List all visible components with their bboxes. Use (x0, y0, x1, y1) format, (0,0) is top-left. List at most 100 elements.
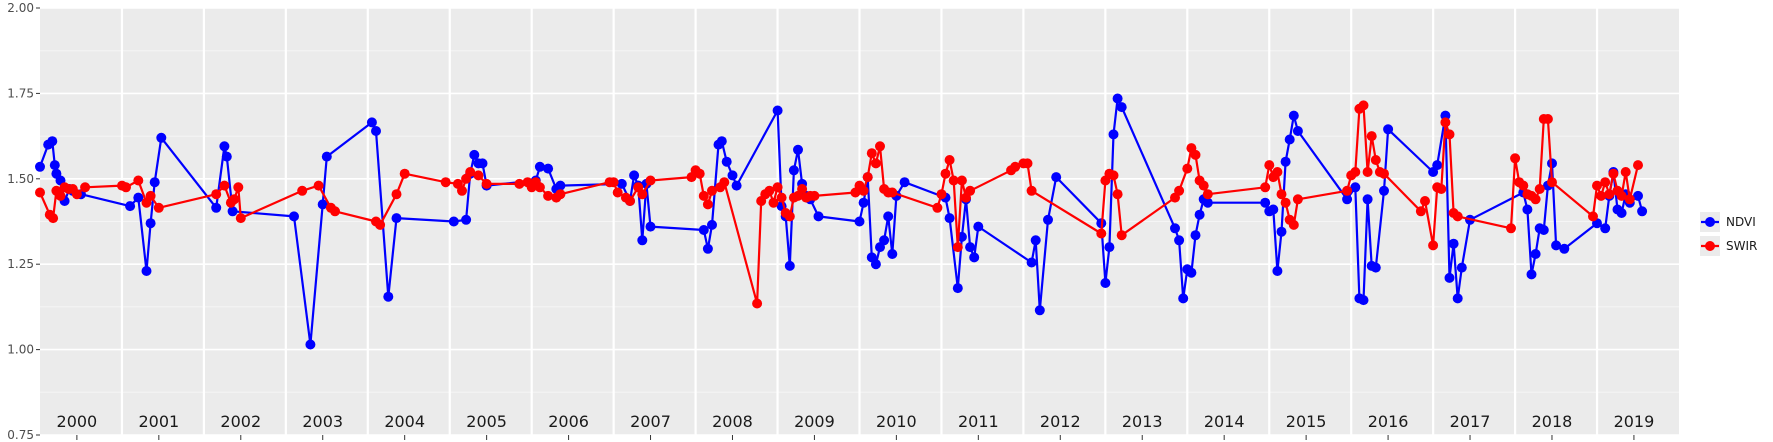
data-point (145, 190, 156, 201)
data-point (1633, 160, 1643, 171)
data-point (221, 151, 232, 162)
data-point (1383, 124, 1394, 135)
y-tick-label: 0.75 (7, 428, 34, 442)
data-point (543, 163, 554, 174)
year-labels: 2000 2001 2002 2003 2004 2005 2006 2007 2008 2009… (57, 412, 1654, 440)
data-point (1542, 114, 1553, 124)
data-point (141, 266, 152, 276)
data-point (125, 201, 136, 212)
data-point (944, 155, 955, 165)
data-point (1432, 160, 1443, 171)
data-point (1202, 189, 1213, 200)
data-point (965, 185, 976, 196)
legend-label-ndvi: NDVI (1726, 215, 1756, 229)
data-point (616, 178, 627, 189)
data-point (965, 242, 976, 253)
data-point (1190, 230, 1201, 241)
data-point (1534, 184, 1545, 194)
data-point (321, 151, 332, 162)
data-point (870, 259, 881, 270)
data-point (133, 175, 144, 186)
year-label: 2010 (876, 412, 917, 431)
data-point (1010, 161, 1021, 172)
data-point (1633, 190, 1643, 201)
data-point (1260, 182, 1271, 193)
data-point (1616, 208, 1627, 218)
data-point (797, 184, 808, 194)
data-point (1174, 185, 1185, 196)
data-point (1280, 197, 1291, 208)
series (35, 93, 1648, 350)
data-point (879, 235, 890, 246)
data-point (366, 117, 377, 128)
data-point (1362, 167, 1373, 177)
data-point (297, 185, 308, 196)
y-tick-label: 1.75 (7, 86, 34, 100)
data-point (49, 160, 60, 171)
legend-label-swir: SWIR (1726, 239, 1757, 253)
data-point (465, 167, 476, 177)
data-point (330, 206, 340, 217)
data-point (1288, 219, 1299, 230)
legend-key-point (1705, 241, 1715, 251)
data-point (1342, 185, 1353, 196)
data-point (1444, 129, 1455, 140)
y-axis: 0.75 1.00 1.25 1.50 1.75 2.00 (7, 1, 40, 442)
data-point (731, 180, 742, 191)
data-point (608, 177, 619, 188)
data-point (1051, 172, 1062, 183)
data-point (1522, 204, 1533, 215)
data-point (1592, 180, 1602, 191)
data-point (948, 175, 959, 186)
data-point (1456, 262, 1467, 273)
data-point (875, 141, 885, 152)
data-point (211, 189, 222, 200)
data-point (1444, 272, 1455, 283)
data-point (969, 252, 980, 263)
year-label: 2013 (1122, 412, 1163, 431)
y-tick-label: 1.25 (7, 257, 34, 271)
data-point (534, 182, 545, 193)
data-point (752, 298, 763, 309)
data-point (1292, 126, 1303, 136)
data-point (1608, 168, 1619, 179)
data-point (1174, 235, 1185, 246)
data-point (1022, 158, 1033, 169)
data-point (1538, 225, 1549, 235)
data-point (637, 235, 648, 246)
data-point (956, 175, 967, 186)
data-point (858, 185, 869, 196)
data-point (1186, 267, 1197, 278)
data-point (1284, 134, 1295, 145)
year-label: 2006 (548, 412, 589, 431)
data-point (870, 158, 881, 169)
data-point (1100, 278, 1111, 288)
data-point (1358, 100, 1369, 111)
year-label: 2015 (1286, 412, 1327, 431)
data-point (932, 202, 943, 213)
year-label: 2004 (384, 412, 425, 431)
data-point (1202, 197, 1213, 208)
data-point (481, 178, 492, 189)
data-point (383, 291, 394, 302)
data-point (1379, 185, 1389, 196)
data-point (1288, 110, 1299, 121)
data-point (702, 199, 713, 210)
data-point (721, 156, 732, 167)
data-point (399, 168, 410, 179)
year-label: 2005 (466, 412, 507, 431)
data-point (156, 132, 167, 143)
data-point (707, 219, 717, 230)
data-point (707, 185, 717, 196)
data-point (145, 218, 156, 229)
year-label: 2007 (630, 412, 671, 431)
data-point (1096, 228, 1107, 239)
data-point (719, 177, 730, 188)
data-point (1194, 209, 1205, 220)
data-point (1551, 240, 1562, 251)
data-point (1366, 131, 1377, 142)
data-point (219, 180, 230, 191)
data-point (1190, 149, 1201, 160)
data-point (1280, 156, 1291, 167)
